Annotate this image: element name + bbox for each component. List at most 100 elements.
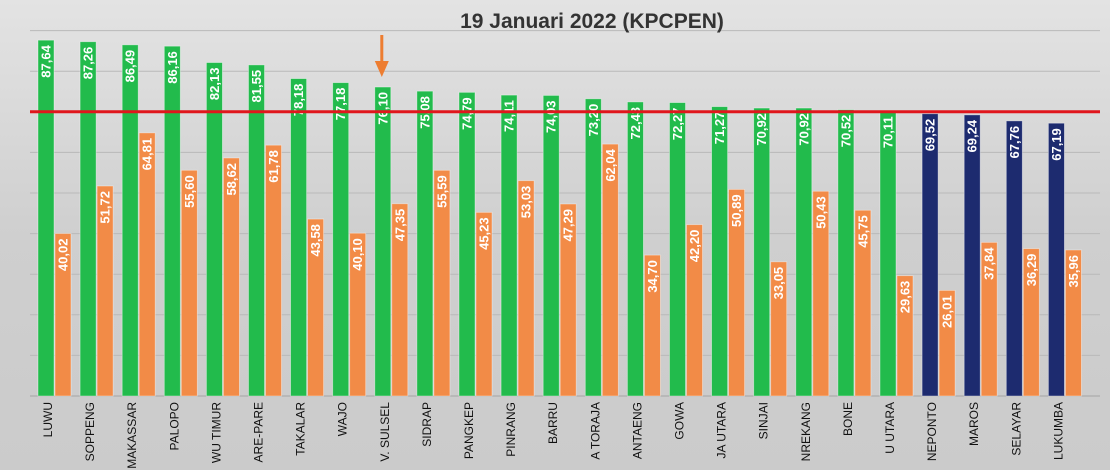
bar-series-2 bbox=[222, 157, 240, 397]
bar-series-2 bbox=[559, 203, 577, 397]
data-label: 36,29 bbox=[1024, 254, 1039, 287]
bar-series-1 bbox=[290, 78, 308, 397]
data-label: 82,13 bbox=[207, 68, 222, 101]
x-tick-label: PINRANG bbox=[504, 402, 518, 457]
chart-title: 19 Januari 2022 (KPCPEN) bbox=[460, 10, 724, 33]
data-label: 77,18 bbox=[333, 88, 348, 121]
bars bbox=[37, 39, 1082, 397]
data-label: 64,81 bbox=[140, 138, 155, 171]
bar-series-2 bbox=[601, 143, 619, 397]
bar-series-1 bbox=[542, 95, 560, 397]
data-label: 51,72 bbox=[98, 191, 113, 224]
bar-series-2 bbox=[138, 132, 156, 397]
data-label: 26,01 bbox=[940, 295, 955, 328]
bar-series-1 bbox=[627, 101, 644, 397]
category-axis: LUWU SOPPENG MAKASSAR PALOPO WU TIMUR ARE-PAR… bbox=[41, 402, 1065, 469]
bar-series-2 bbox=[812, 190, 830, 397]
bar-series-1 bbox=[163, 45, 181, 397]
data-label: 76,10 bbox=[375, 92, 390, 125]
data-label: 67,19 bbox=[1049, 128, 1064, 161]
bar-series-1 bbox=[669, 102, 686, 397]
bar-series-1 bbox=[1005, 120, 1023, 397]
bar-series-2 bbox=[1065, 249, 1082, 397]
data-label: 53,03 bbox=[519, 186, 534, 219]
data-label: 45,75 bbox=[855, 215, 870, 248]
data-label: 74,11 bbox=[502, 100, 517, 132]
bar-series-1 bbox=[79, 41, 97, 397]
data-label: 55,59 bbox=[434, 175, 449, 208]
data-label: 50,89 bbox=[729, 194, 744, 227]
data-label: 37,84 bbox=[982, 247, 997, 280]
x-tick-label: NREKANG bbox=[799, 402, 813, 461]
x-tick-label: V. SULSEL bbox=[378, 402, 392, 462]
bar-series-2 bbox=[980, 241, 998, 397]
bar-series-2 bbox=[391, 203, 409, 397]
arrow-head bbox=[374, 61, 389, 77]
x-tick-label: WAJO bbox=[336, 402, 350, 436]
data-label: 47,29 bbox=[561, 209, 576, 242]
bar-series-2 bbox=[728, 188, 745, 397]
data-label: 69,52 bbox=[923, 119, 938, 152]
data-label: 72,43 bbox=[628, 107, 643, 140]
arrow-down-icon bbox=[374, 35, 389, 77]
bar-series-1 bbox=[837, 109, 855, 397]
x-tick-label: MAROS bbox=[967, 402, 981, 446]
data-label: 35,96 bbox=[1066, 255, 1081, 288]
data-labels: 87,64 87,26 86,49 86,16 82,13 81,55 78,18 77,18… bbox=[39, 44, 1081, 328]
bar-series-1 bbox=[921, 113, 939, 397]
x-tick-label: U UTARA bbox=[883, 402, 897, 454]
bar-series-2 bbox=[96, 185, 114, 397]
data-label: 45,23 bbox=[477, 217, 492, 250]
x-tick-label: LUWU bbox=[41, 402, 55, 437]
bar-series-2 bbox=[644, 254, 661, 397]
data-label: 34,70 bbox=[645, 260, 660, 293]
bar-series-1 bbox=[795, 107, 813, 397]
data-label: 69,24 bbox=[965, 119, 980, 152]
bar-series-2 bbox=[349, 232, 367, 397]
bar-series-1 bbox=[500, 94, 518, 397]
x-tick-label: ARE-PARE bbox=[252, 402, 266, 462]
data-label: 47,35 bbox=[392, 209, 407, 242]
bar-series-1 bbox=[584, 98, 602, 397]
data-label: 62,04 bbox=[603, 148, 618, 181]
x-tick-label: ANTAENG bbox=[630, 402, 644, 459]
bar-series-1 bbox=[879, 110, 897, 397]
x-tick-label: WU TIMUR bbox=[209, 402, 223, 463]
bar-series-1 bbox=[963, 114, 981, 397]
x-tick-label: PALOPO bbox=[167, 402, 181, 450]
data-label: 74,03 bbox=[544, 100, 559, 133]
data-label: 71,27 bbox=[712, 112, 727, 145]
bar-series-2 bbox=[854, 209, 872, 397]
x-tick-label: JA UTARA bbox=[715, 402, 729, 458]
bar-series-2 bbox=[686, 224, 703, 397]
x-tick-label: PANGKEP bbox=[462, 402, 476, 459]
x-tick-label: BARRU bbox=[546, 402, 560, 444]
data-label: 70,11 bbox=[881, 116, 896, 148]
bar-series-2 bbox=[896, 275, 914, 397]
data-label: 55,60 bbox=[182, 175, 197, 208]
x-tick-label: SOPPENG bbox=[83, 402, 97, 461]
bar-series-1 bbox=[753, 107, 771, 397]
bar-series-2 bbox=[1022, 248, 1040, 397]
x-tick-label: SELAYAR bbox=[1009, 402, 1023, 456]
x-tick-label: GOWA bbox=[673, 402, 687, 440]
bar-series-1 bbox=[458, 91, 476, 397]
x-tick-label: NEPONTO bbox=[925, 402, 939, 461]
bar-series-1 bbox=[121, 44, 139, 397]
x-tick-label: LUKUMBA bbox=[1051, 402, 1065, 460]
data-label: 73,20 bbox=[586, 104, 601, 137]
data-label: 29,63 bbox=[898, 281, 913, 314]
data-label: 67,76 bbox=[1007, 126, 1022, 159]
bar-series-2 bbox=[517, 180, 535, 397]
data-label: 43,58 bbox=[308, 224, 323, 257]
data-label: 40,02 bbox=[56, 239, 71, 272]
data-label: 86,49 bbox=[123, 50, 138, 83]
x-tick-label: MAKASSAR bbox=[125, 402, 139, 469]
x-tick-label: TAKALAR bbox=[294, 402, 308, 456]
bar-series-2 bbox=[54, 233, 72, 397]
x-tick-label: SINJAI bbox=[757, 402, 771, 439]
data-label: 42,20 bbox=[687, 230, 702, 263]
bar-series-1 bbox=[416, 90, 434, 397]
data-label: 74,79 bbox=[460, 97, 475, 130]
